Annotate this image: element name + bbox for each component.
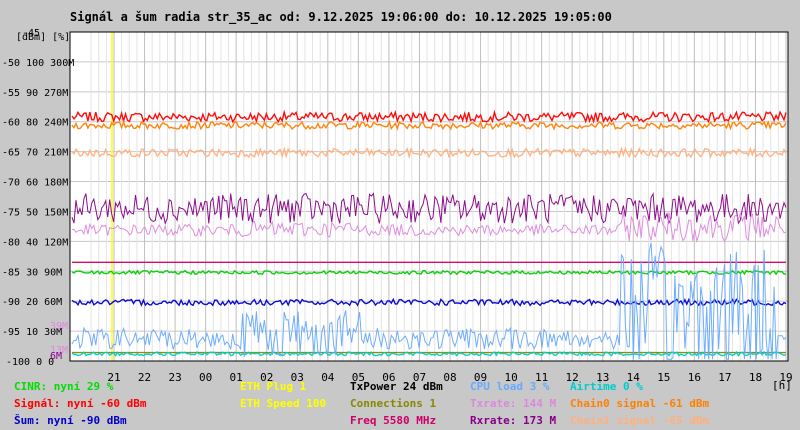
legend-entry: CPU load 3 %: [470, 380, 550, 393]
x-tick-label: 22: [138, 371, 151, 384]
series-line-rxrate: [71, 192, 787, 226]
x-tick-label: 10: [504, 371, 517, 384]
x-tick-label: 11: [535, 371, 548, 384]
legend-entry: Rxrate: 173 M: [470, 414, 557, 427]
legend-entry: ETH Plug 1: [240, 380, 307, 393]
legend-entry: ETH Speed 100: [240, 397, 327, 410]
y-tick-label: -100 0 0: [6, 357, 54, 368]
y-tick-label: -90 20 60M: [2, 297, 62, 308]
legend-entry: Txrate: 144 M: [470, 397, 557, 410]
y-tick-label: -75 50 150M: [2, 207, 68, 218]
legend-entry: Airtime 0 %: [570, 380, 643, 393]
series-line-cpu-load: [71, 242, 787, 360]
x-tick-label: 07: [413, 371, 426, 384]
x-tick-label: 18: [749, 371, 762, 384]
series-line-sign-l: [71, 109, 787, 124]
x-tick-label: 17: [718, 371, 731, 384]
legend-entry: TxPower 24 dBm: [350, 380, 443, 393]
y-tick-label: -85 30 90M: [2, 267, 62, 278]
series-line-cinr: [71, 269, 786, 276]
series-line-chain1-signal: [71, 146, 787, 160]
series-line--um: [71, 297, 787, 307]
axis-side-label: 39M: [50, 321, 68, 332]
y-tick-label: -70 60 180M: [2, 178, 68, 189]
x-axis-labels: 21 22 23 00 01 02 03 04 05 06 07 08 09 10 11 12 13 14 15 16…: [107, 371, 792, 392]
x-tick-label: 15: [657, 371, 670, 384]
x-unit-label: [h]: [772, 379, 792, 392]
x-tick-label: 08: [443, 371, 456, 384]
legend-entry: Freq 5580 MHz: [350, 414, 437, 427]
legend-entry: Šum: nyní -90 dBm: [14, 414, 127, 427]
legend-entry: Chain0 signal -61 dBm: [570, 397, 710, 410]
x-tick-label: 19: [779, 371, 792, 384]
y-tick-label: -60 80 240M: [2, 118, 68, 129]
plot-area: [70, 32, 788, 361]
x-tick-label: 05: [352, 371, 365, 384]
x-tick-label: 16: [688, 371, 701, 384]
x-tick-label: 01: [230, 371, 243, 384]
units-label: [dBm] [%]: [16, 32, 70, 43]
x-tick-label: 21: [107, 371, 120, 384]
axis-side-label: 13M: [50, 345, 68, 356]
x-tick-label: 09: [474, 371, 487, 384]
y-tick-label: -65 70 210M: [2, 148, 68, 159]
x-tick-label: 13: [596, 371, 609, 384]
x-tick-label: 02: [260, 371, 273, 384]
series-line-chain0-signal: [71, 119, 787, 131]
x-tick-label: 00: [199, 371, 212, 384]
y-axis-labels: -45 -50 100 300M -55 90 270M -60 80 240M -65…: [2, 28, 74, 368]
x-tick-label: 03: [291, 371, 304, 384]
y-tick-label: -80 40 120M: [2, 237, 68, 248]
legend-entry: Chain1 signal -65 dBm: [570, 414, 710, 427]
chart-title: Signál a šum radia str_35_ac od: 9.12.20…: [70, 10, 612, 24]
axis-side-label: 6M: [50, 351, 62, 362]
series-layer: [71, 32, 787, 361]
legend-entry: Connections 1: [350, 397, 437, 410]
y-tick-label: -95 10 30M: [2, 327, 62, 338]
y-tick-label: -45: [22, 28, 40, 39]
series-line-txrate: [71, 211, 787, 243]
legend-entry: Signál: nyní -60 dBm: [14, 397, 147, 410]
legend-entry: CINR: nyní 29 %: [14, 380, 114, 393]
x-tick-label: 12: [566, 371, 579, 384]
x-tick-label: 06: [382, 371, 395, 384]
plot-border: [69, 31, 789, 362]
x-tick-label: 04: [321, 371, 335, 384]
y-tick-label: -55 90 270M: [2, 88, 68, 99]
x-tick-label: 23: [168, 371, 181, 384]
y-tick-label: -50 100 300M: [2, 58, 74, 69]
x-tick-label: 14: [627, 371, 641, 384]
grid-lines: [70, 31, 788, 362]
